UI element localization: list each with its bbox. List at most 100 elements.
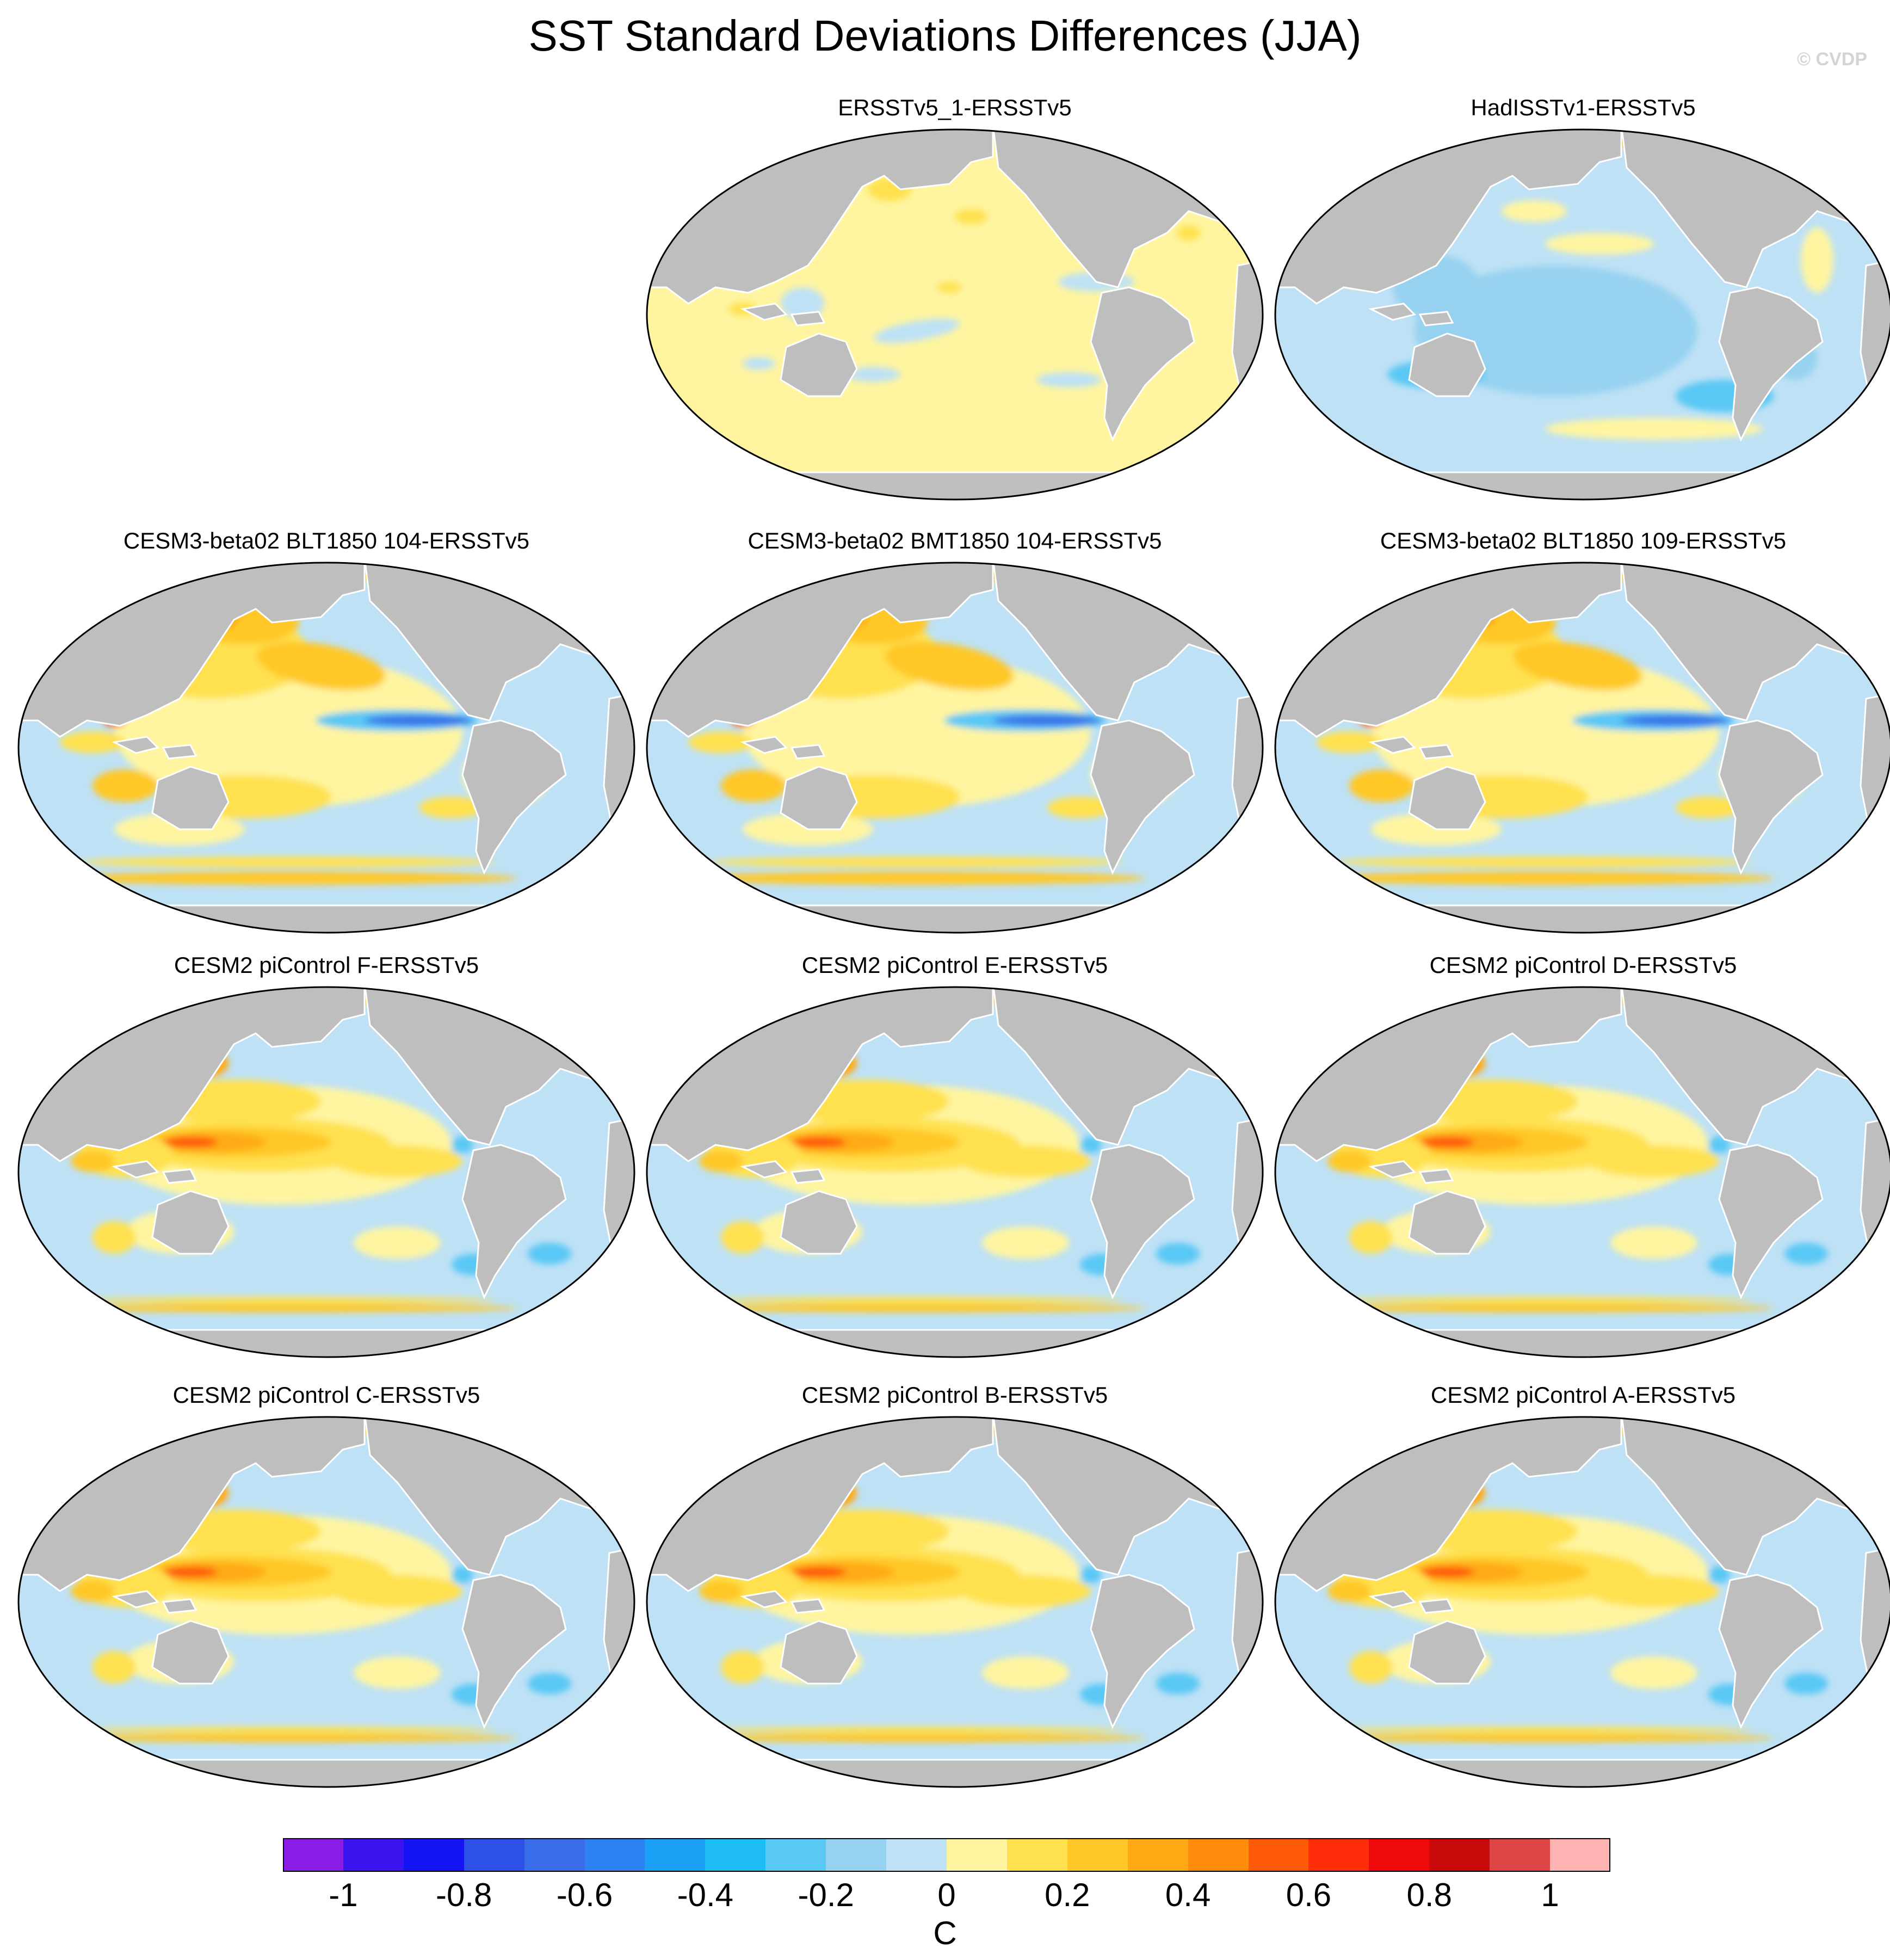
anomaly-contour: [721, 769, 786, 802]
anomaly-contour: [1107, 987, 1129, 1009]
anomaly-contour: [332, 1575, 462, 1607]
anomaly-contour: [92, 1221, 136, 1254]
colorbar-tick-label: -1: [329, 1877, 358, 1913]
anomaly-contour: [1784, 1673, 1828, 1694]
colorbar-segment: [524, 1838, 585, 1872]
colorbar-segment: [1248, 1838, 1309, 1872]
anomaly-contour: [92, 1651, 136, 1684]
land-mass: [151, 766, 230, 830]
colorbar-segment: [464, 1838, 525, 1872]
anomaly-contour: [982, 1226, 1069, 1259]
land-mass: [603, 1117, 634, 1289]
land-mass: [740, 303, 788, 321]
land-mass: [151, 1190, 230, 1255]
land-mass: [1408, 1620, 1486, 1685]
land-mass: [780, 1620, 858, 1685]
anomaly-contour: [960, 1145, 1091, 1178]
colorbar-tick-label: 1: [1541, 1877, 1559, 1913]
anomaly-contour: [710, 856, 1123, 867]
anomaly-contour: [1327, 1580, 1371, 1602]
colorbar-tick-label: -0.4: [677, 1877, 734, 1913]
land-mass: [1408, 332, 1486, 397]
anomaly-contour: [1708, 1136, 1730, 1154]
anomaly-contour: [710, 1727, 1123, 1733]
anomaly-contour: [1513, 642, 1642, 691]
anomaly-contour: [452, 1136, 473, 1154]
colorbar-segment: [283, 1838, 344, 1872]
land-mass: [151, 1620, 230, 1685]
anomaly-contour: [1502, 200, 1567, 222]
anomaly-contour: [71, 1580, 114, 1602]
colorbar: [283, 1838, 1611, 1872]
colorbar-segment: [584, 1838, 645, 1872]
map-panel: ERSSTv5_1-ERSSTv5: [645, 94, 1265, 507]
map-panel: CESM3-beta02 BLT1850 104-ERSSTv5: [16, 527, 637, 940]
colorbar-segment: [947, 1838, 1008, 1872]
panel-title: CESM2 piControl D-ERSSTv5: [1429, 952, 1737, 978]
anomaly-contour: [528, 1673, 571, 1694]
anomaly-contour: [120, 991, 163, 1004]
land-mass: [1718, 719, 1824, 875]
anomaly-contour: [452, 1566, 473, 1583]
anomaly-contour: [1102, 572, 1123, 585]
anomaly-contour: [82, 1297, 495, 1303]
anomaly-contour: [1415, 266, 1697, 396]
panel-title: CESM3-beta02 BLT1850 109-ERSSTv5: [1380, 528, 1787, 553]
land-mass: [1090, 1144, 1195, 1299]
world-map: [646, 128, 1264, 501]
world-map: [1274, 1416, 1890, 1788]
anomaly-contour: [473, 572, 495, 585]
map-panel: CESM2 piControl D-ERSSTv5: [1273, 951, 1890, 1365]
world-map: [646, 562, 1264, 934]
colorbar-segment: [645, 1838, 706, 1872]
world-map: [17, 986, 635, 1358]
colorbar-segment: [403, 1838, 465, 1872]
panel-title: CESM2 piControl C-ERSSTv5: [172, 1382, 480, 1408]
anomaly-contour: [1317, 731, 1382, 753]
anomaly-contour: [163, 1567, 218, 1577]
anomaly-contour: [1610, 1226, 1697, 1259]
map-outline: [1274, 128, 1890, 501]
land-mass: [780, 1190, 858, 1255]
anomaly-contour: [354, 1656, 441, 1689]
land-mass: [1368, 1160, 1416, 1179]
map-panel: CESM2 piControl A-ERSSTv5: [1273, 1381, 1890, 1795]
land-mass: [162, 1168, 197, 1184]
anomaly-contour: [710, 1297, 1123, 1303]
anomaly-contour: [748, 991, 792, 1004]
land-mass: [1860, 692, 1890, 864]
anomaly-contour: [92, 769, 158, 802]
map-outline: [1274, 986, 1890, 1358]
colorbar-segment: [343, 1838, 404, 1872]
land-mass: [1418, 1168, 1454, 1184]
colorbar-segment: [886, 1838, 947, 1872]
anomaly-contour: [1349, 1221, 1393, 1254]
anomaly-contour: [1376, 1421, 1420, 1434]
anomaly-contour: [1784, 1243, 1828, 1265]
land-mass: [1408, 766, 1486, 830]
world-map: [17, 562, 635, 934]
land-mass: [1718, 1144, 1824, 1299]
map-outline: [646, 562, 1264, 934]
land-mass: [1368, 1590, 1416, 1608]
map-outline: [1274, 1416, 1890, 1788]
panel-title: CESM3-beta02 BMT1850 104-ERSSTv5: [748, 528, 1162, 553]
anomaly-contour: [688, 731, 753, 753]
land-mass: [1231, 1546, 1263, 1718]
land-mass: [1718, 1574, 1824, 1729]
anomaly-contour: [1317, 1304, 1774, 1312]
anomaly-contour: [1317, 1734, 1774, 1742]
anomaly-contour: [163, 1137, 218, 1148]
land-mass: [162, 744, 197, 760]
land-mass: [790, 744, 826, 760]
map-outline: [1274, 562, 1890, 934]
map-panel: CESM2 piControl C-ERSSTv5: [16, 1381, 637, 1795]
anomaly-contour: [993, 715, 1102, 726]
colorbar-tick-label: 0.2: [1045, 1877, 1090, 1913]
cvdp-watermark: © CVDP: [1797, 49, 1867, 70]
world-map: [1274, 986, 1890, 1358]
anomaly-contour: [256, 642, 386, 691]
anomaly-contour: [1338, 856, 1752, 867]
anomaly-contour: [1338, 1727, 1752, 1733]
land-mass: [790, 311, 826, 326]
